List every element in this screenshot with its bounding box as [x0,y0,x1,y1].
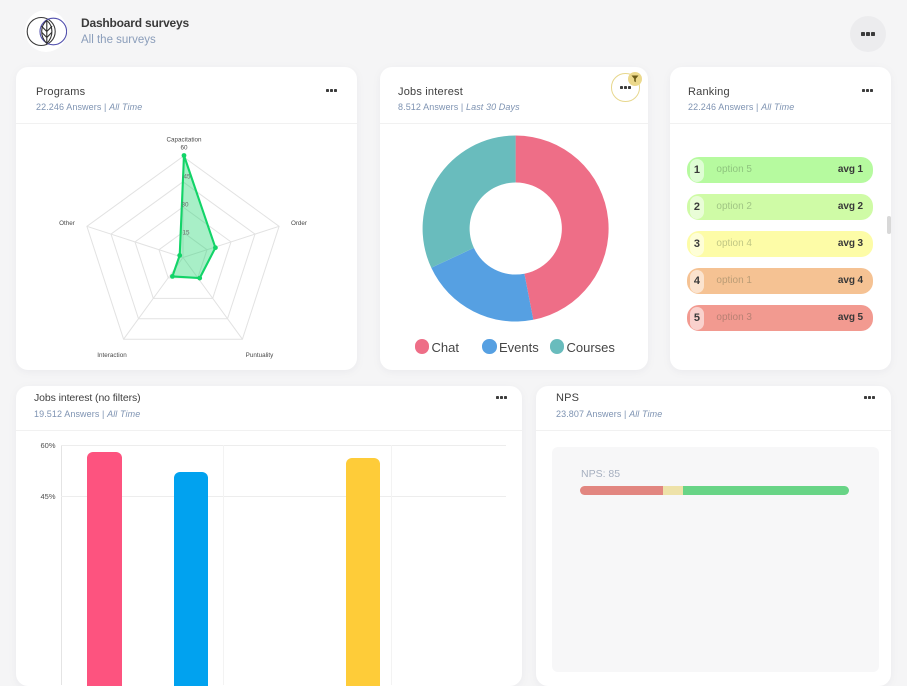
svg-text:Interaction: Interaction [97,352,127,359]
svg-text:Capacitation: Capacitation [166,137,202,144]
svg-text:45: 45 [183,174,191,181]
svg-text:30: 30 [181,202,189,209]
svg-text:Order: Order [291,220,307,227]
svg-text:15: 15 [182,230,190,237]
svg-text:Puntuality: Puntuality [246,352,275,359]
svg-text:60: 60 [180,145,188,152]
svg-text:Other: Other [59,220,75,227]
